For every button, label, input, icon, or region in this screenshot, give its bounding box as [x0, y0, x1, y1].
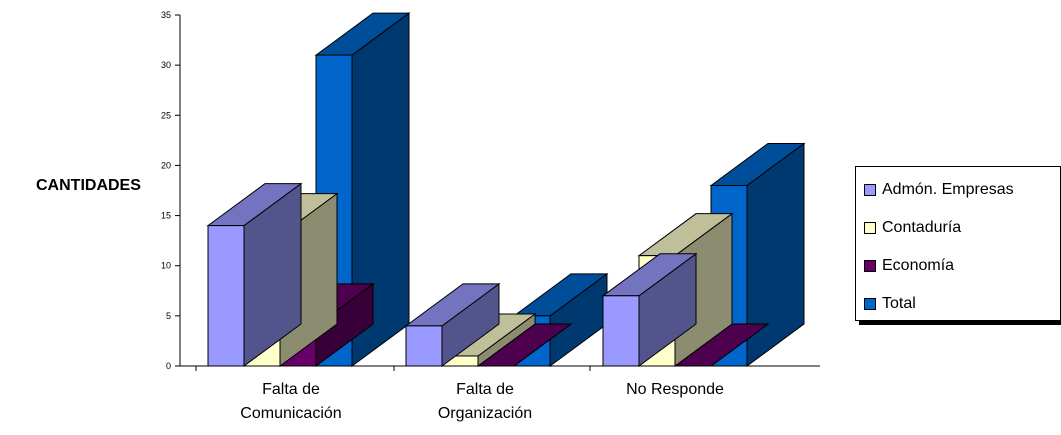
y-tick-label: 15 — [161, 211, 171, 221]
y-tick-label: 35 — [161, 10, 171, 20]
legend-item: Admón. Empresas — [864, 179, 1014, 201]
y-tick-label: 5 — [166, 311, 171, 321]
category-label: Falta de Organización — [390, 378, 580, 426]
y-tick-label: 20 — [161, 160, 171, 170]
legend: Admón. Empresas Contaduría Economía Tota… — [855, 166, 1061, 321]
legend-item: Contaduría — [864, 217, 961, 239]
legend-item: Total — [864, 293, 916, 315]
category-label-line: Organización — [437, 405, 533, 422]
category-label-line: Comunicación — [240, 405, 342, 422]
legend-swatch — [864, 298, 876, 310]
legend-label: Total — [882, 295, 916, 312]
legend-label: Admón. Empresas — [882, 181, 1014, 198]
legend-swatch — [864, 260, 876, 272]
bar — [602, 295, 640, 367]
legend-label: Economía — [882, 257, 955, 274]
y-tick-label: 10 — [161, 261, 171, 271]
bar — [405, 325, 443, 367]
y-axis-label: CANTIDADES — [36, 177, 141, 194]
category-label-line: Falta de — [262, 381, 320, 398]
category-label-line: No Responde — [626, 381, 724, 398]
category-label: No Responde — [580, 378, 770, 402]
legend-swatch — [864, 222, 876, 234]
category-label: Falta de Comunicación — [196, 378, 386, 426]
legend-label: Contaduría — [882, 219, 962, 236]
legend-item: Economía — [864, 255, 954, 277]
category-label-line: Falta de — [456, 381, 514, 398]
y-tick-label: 30 — [161, 60, 171, 70]
y-tick-label: 0 — [166, 361, 171, 371]
y-tick-label: 25 — [161, 110, 171, 120]
bar — [207, 225, 245, 367]
legend-swatch — [864, 184, 876, 196]
